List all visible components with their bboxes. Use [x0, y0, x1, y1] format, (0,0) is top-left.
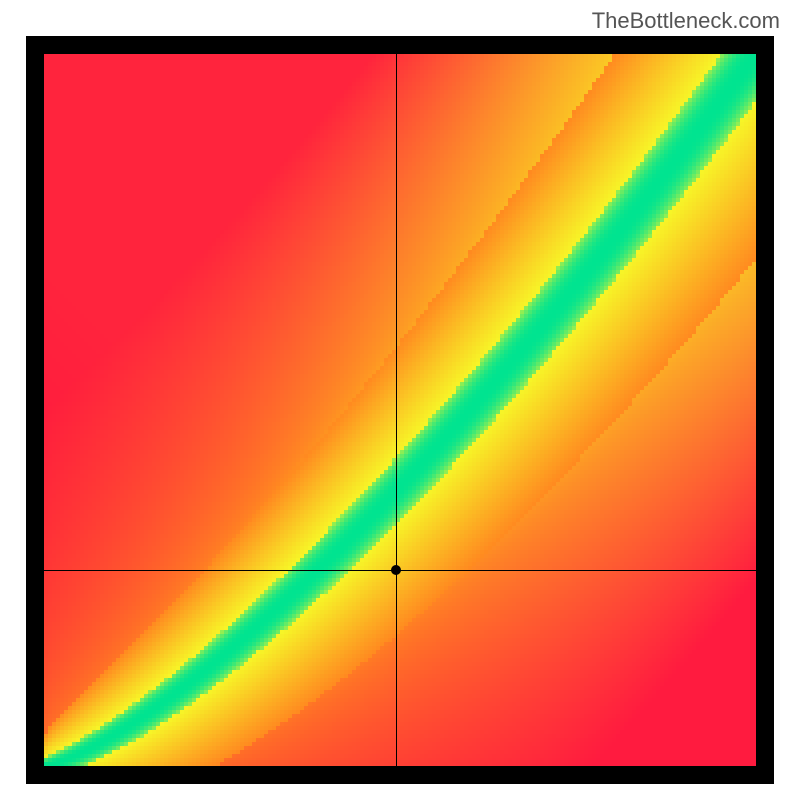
- heatmap-canvas: [44, 54, 756, 766]
- chart-container: TheBottleneck.com: [0, 0, 800, 800]
- crosshair-vertical: [396, 54, 397, 766]
- marker-dot: [391, 565, 401, 575]
- watermark-text: TheBottleneck.com: [592, 8, 780, 34]
- plot-area: [26, 36, 774, 784]
